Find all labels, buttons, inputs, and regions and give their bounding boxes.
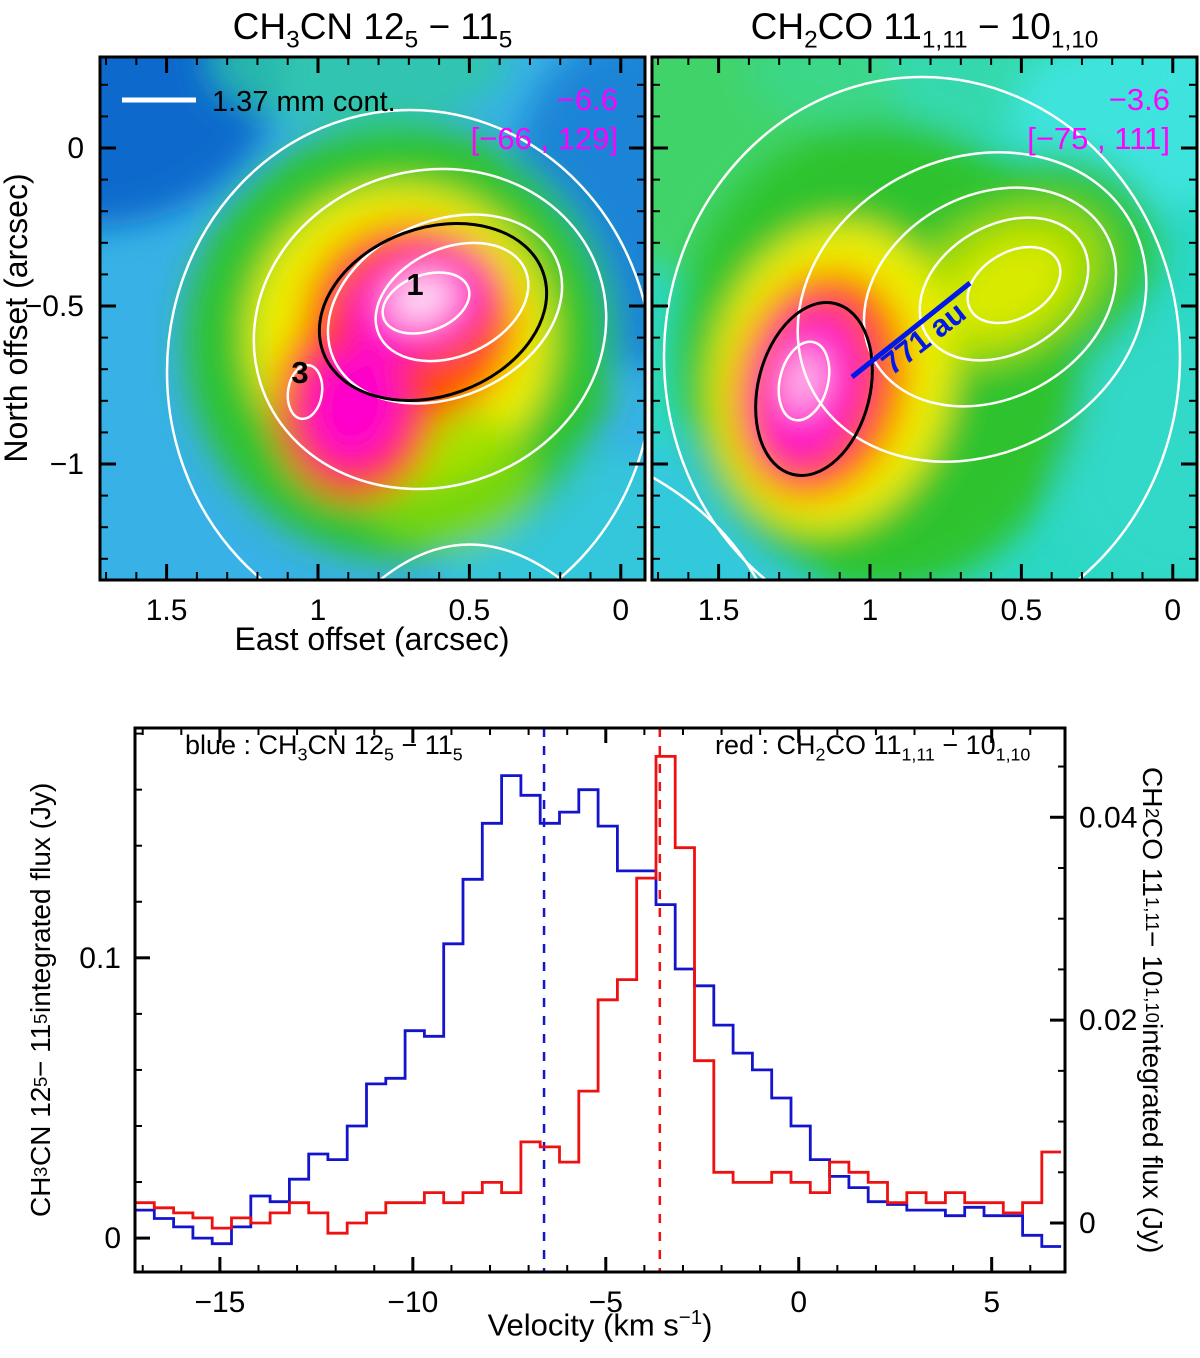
spectrum-x-axis-title: Velocity (km s−1) (487, 1306, 713, 1343)
map-axes: 1.5 1 0.5 0 (650, 55, 1199, 627)
map-right-velocity-range: [−75 , 111] (1027, 121, 1170, 156)
map-x-tick-label: 0 (612, 594, 629, 627)
map-frame (98, 55, 647, 582)
map-left-continuum-contours (165, 108, 645, 580)
map-x-tick-label: 1.5 (146, 594, 188, 627)
spectrum-x-tick-label: −5 (589, 1286, 623, 1319)
spectrum-x-tick-label: 5 (983, 1286, 1000, 1319)
map-left-image (100, 57, 645, 580)
spectrum-axes: −15 −10 −5 0 5 0 0.1 0 0.02 0.04 (79, 728, 1137, 1319)
spectrum-right-axis-title: CH 2 CO 11 1,11 − 10 1,10 integrated flux (J… (1137, 767, 1168, 1253)
spectrum-x-tick-label: −15 (194, 1286, 245, 1319)
map-right-image: 771 au (652, 57, 1197, 580)
map-y-tick-label: −1 (50, 448, 84, 481)
map-y-tick-label: −0.5 (25, 290, 84, 323)
spectrum-right-tick-label: 0.04 (1079, 801, 1137, 834)
spectrum-left-axis-title: CH 3 CN 12 5 − 11 5 integrated flux (Jy) (25, 782, 56, 1218)
spectrum-right-tick-label: 0.02 (1079, 1004, 1137, 1037)
legend-blue: blue : CH3CN 125 − 115 (185, 730, 463, 765)
spectrum-left-tick-label: 0.1 (79, 942, 121, 975)
spectrum-frame (133, 726, 1067, 1274)
spectrum-left-tick-label: 0 (104, 1222, 121, 1255)
map-x-tick-label: 0 (1164, 594, 1181, 627)
moment-maps-figure: 1.37 mm cont. −6.6 [−66 , 129] 1 3 (0, 55, 1199, 657)
map-x-tick-label: 1 (862, 594, 879, 627)
map-left-title: CH3CN 125 − 115 (232, 6, 513, 54)
maps-y-axis-title: North offset (arcsec) (0, 173, 34, 462)
map-left-black-contour (317, 222, 549, 402)
map-x-tick-label: 1.5 (698, 594, 740, 627)
maps-x-axis-title: East offset (arcsec) (234, 621, 509, 657)
map-y-tick-label: 0 (67, 132, 84, 165)
map-right-continuum-contours (652, 75, 1182, 580)
continuum-legend-label: 1.37 mm cont. (212, 86, 396, 118)
map-right-black-contour (754, 301, 874, 477)
scale-bar-line (850, 281, 972, 379)
source-1-label: 1 (406, 267, 423, 302)
map-x-tick-label: 0.5 (449, 594, 491, 627)
spectrum-series-right (135, 755, 1062, 1235)
map-left-velocity-range: [−66 , 129] (471, 121, 618, 156)
map-axes: 1.5 1 0.5 0 0 −0.5 −1 (25, 55, 647, 627)
map-x-tick-label: 0.5 (1001, 594, 1043, 627)
map-right-peak-velocity: −3.6 (1109, 82, 1170, 117)
spectrum-right-tick-label: 0 (1079, 1207, 1096, 1240)
spectrum-x-tick-label: 0 (790, 1286, 807, 1319)
map-left-peak-velocity: −6.6 (557, 82, 618, 117)
legend-red: red : CH2CO 111,11 − 101,10 (715, 730, 1031, 765)
spectrum-figure: −15 −10 −5 0 5 0 0.1 0 0.02 0.04 (79, 726, 1137, 1319)
source-3-label: 3 (291, 355, 308, 390)
map-frame (650, 55, 1199, 582)
map-right-title: CH2CO 111,11 − 101,10 (750, 6, 1099, 54)
spectrum-x-tick-label: −10 (387, 1286, 438, 1319)
map-x-tick-label: 1 (310, 594, 327, 627)
